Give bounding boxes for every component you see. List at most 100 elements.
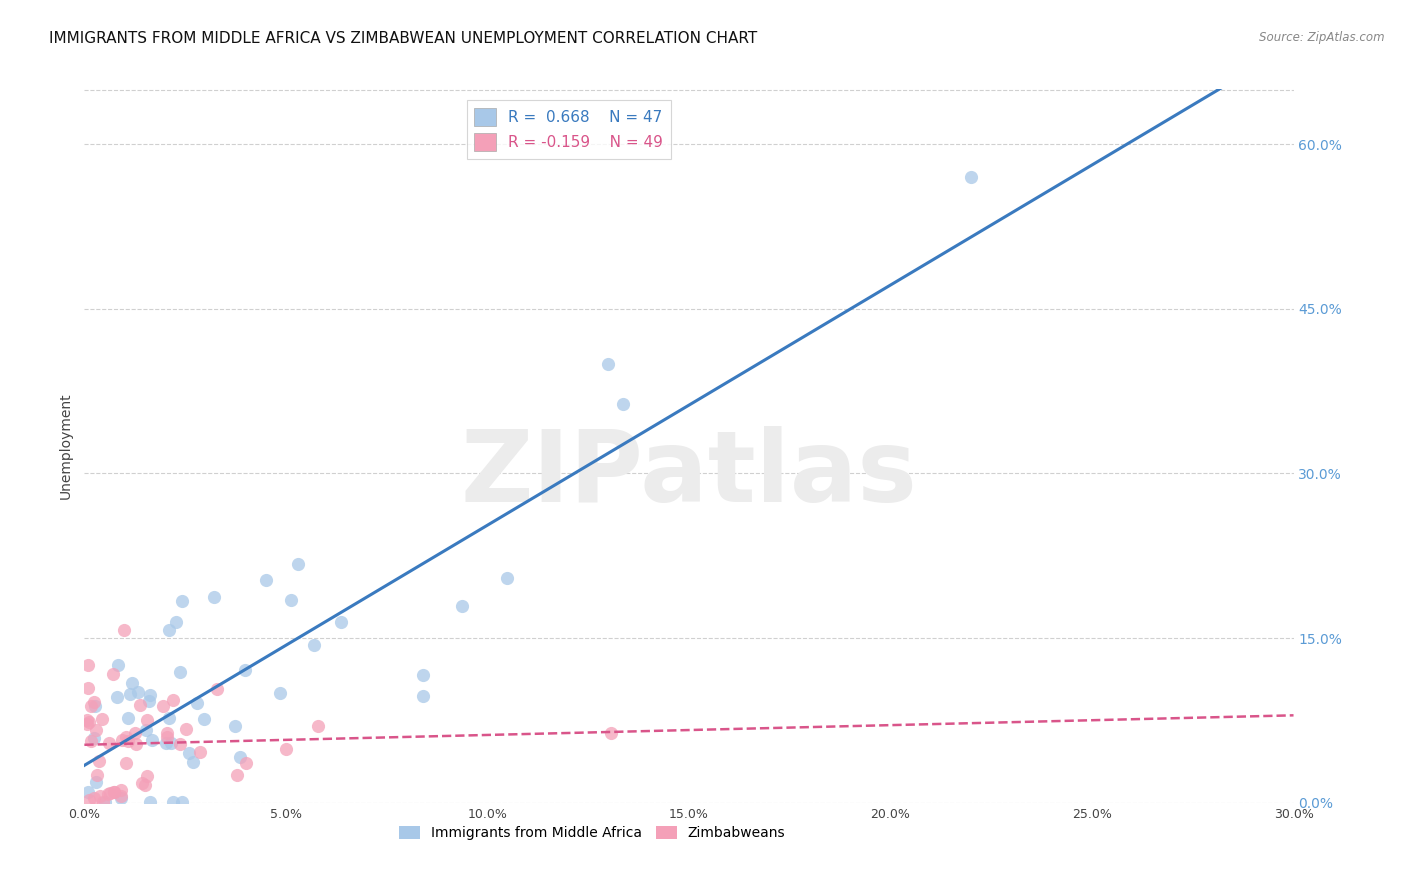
- Point: [83, 695, 105, 709]
- Point: [412, 689, 434, 703]
- Point: [96, 787, 118, 801]
- Legend: Immigrants from Middle Africa, Zimbabweans: Immigrants from Middle Africa, Zimbabwea…: [394, 821, 792, 846]
- Point: [451, 599, 474, 614]
- Point: [118, 687, 141, 701]
- Point: [155, 736, 177, 750]
- Point: [84, 774, 107, 789]
- Point: [152, 699, 174, 714]
- Point: [103, 785, 125, 799]
- Point: [186, 696, 208, 710]
- Point: [77, 658, 100, 673]
- Point: [103, 785, 125, 799]
- Point: [162, 693, 184, 707]
- Point: [254, 574, 277, 588]
- Point: [160, 736, 183, 750]
- Point: [412, 668, 434, 682]
- Point: [76, 681, 98, 695]
- Point: [225, 767, 247, 781]
- Point: [135, 723, 157, 737]
- Point: [80, 699, 103, 714]
- Point: [302, 638, 325, 652]
- Point: [129, 698, 152, 713]
- Point: [98, 786, 121, 800]
- Point: [155, 726, 177, 740]
- Point: [138, 688, 160, 702]
- Point: [159, 624, 181, 638]
- Point: [280, 592, 302, 607]
- Point: [233, 663, 256, 677]
- Point: [156, 731, 179, 745]
- Point: [131, 776, 153, 790]
- Point: [101, 667, 124, 681]
- Point: [115, 756, 138, 771]
- Point: [141, 733, 163, 747]
- Point: [138, 694, 160, 708]
- Point: [269, 686, 291, 700]
- Point: [83, 731, 105, 745]
- Point: [229, 750, 252, 764]
- Point: [125, 738, 148, 752]
- Point: [188, 746, 211, 760]
- Point: [112, 624, 135, 638]
- Point: [287, 557, 309, 571]
- Point: [165, 615, 187, 629]
- Point: [612, 397, 634, 411]
- Y-axis label: Unemployment: Unemployment: [59, 392, 73, 500]
- Point: [91, 713, 114, 727]
- Point: [84, 723, 107, 738]
- Point: [169, 737, 191, 751]
- Point: [157, 711, 180, 725]
- Point: [80, 734, 103, 748]
- Point: [162, 795, 184, 809]
- Text: Source: ZipAtlas.com: Source: ZipAtlas.com: [1260, 31, 1385, 45]
- Point: [172, 795, 194, 809]
- Point: [89, 789, 111, 803]
- Point: [496, 571, 519, 585]
- Point: [177, 746, 200, 760]
- Point: [115, 730, 138, 744]
- Point: [93, 795, 115, 809]
- Point: [105, 690, 128, 705]
- Point: [224, 719, 246, 733]
- Point: [139, 795, 162, 809]
- Point: [98, 736, 121, 750]
- Point: [117, 711, 139, 725]
- Point: [135, 770, 157, 784]
- Point: [87, 754, 110, 768]
- Point: [598, 357, 620, 371]
- Point: [121, 675, 143, 690]
- Point: [110, 791, 132, 805]
- Point: [117, 733, 139, 747]
- Point: [135, 713, 157, 727]
- Point: [83, 791, 105, 805]
- Point: [183, 755, 205, 769]
- Point: [110, 783, 132, 797]
- Point: [77, 714, 100, 729]
- Point: [235, 756, 257, 770]
- Point: [599, 726, 621, 740]
- Point: [134, 778, 156, 792]
- Point: [274, 742, 297, 756]
- Point: [172, 594, 194, 608]
- Point: [76, 716, 98, 731]
- Point: [77, 793, 100, 807]
- Point: [960, 169, 983, 184]
- Point: [127, 685, 149, 699]
- Text: IMMIGRANTS FROM MIDDLE AFRICA VS ZIMBABWEAN UNEMPLOYMENT CORRELATION CHART: IMMIGRANTS FROM MIDDLE AFRICA VS ZIMBABW…: [49, 31, 758, 46]
- Point: [76, 714, 98, 728]
- Point: [307, 719, 329, 733]
- Point: [205, 681, 228, 696]
- Point: [202, 591, 225, 605]
- Point: [93, 795, 115, 809]
- Point: [84, 699, 107, 714]
- Point: [86, 767, 108, 781]
- Text: ZIPatlas: ZIPatlas: [461, 426, 917, 523]
- Point: [107, 658, 129, 673]
- Point: [176, 723, 198, 737]
- Point: [111, 732, 134, 747]
- Point: [193, 712, 215, 726]
- Point: [110, 789, 132, 804]
- Point: [124, 725, 146, 739]
- Point: [169, 665, 191, 680]
- Point: [77, 785, 100, 799]
